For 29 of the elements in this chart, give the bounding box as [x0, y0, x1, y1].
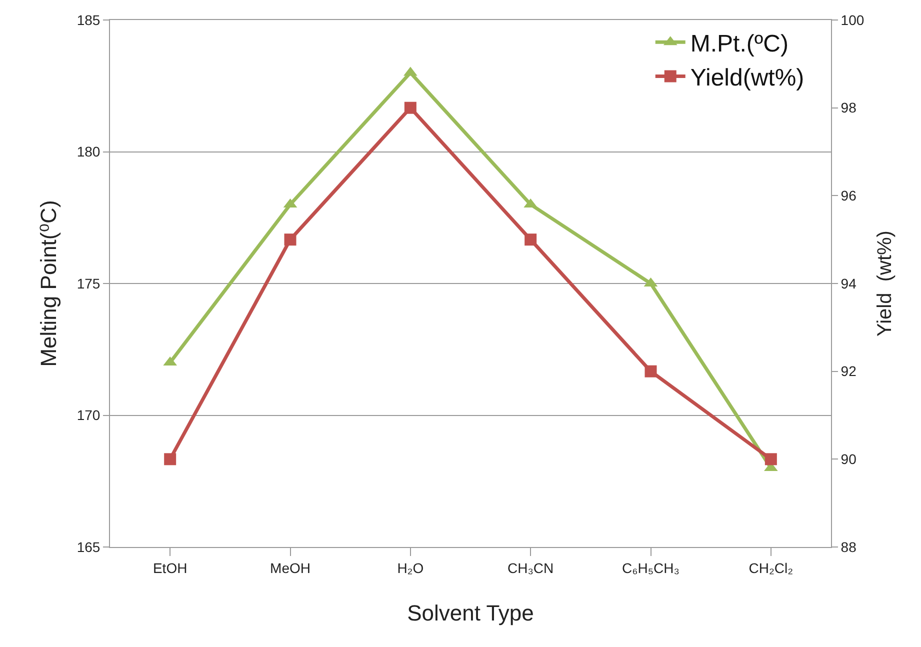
y-tick-label: 180	[76, 144, 100, 160]
y-tick-label: 185	[76, 12, 100, 28]
x-tick-label: CH₃CN	[508, 560, 554, 576]
point	[284, 234, 296, 246]
y-tick-label: 175	[76, 275, 100, 292]
point	[404, 102, 416, 114]
y2-tick-label: 88	[840, 538, 857, 555]
point	[524, 234, 537, 246]
y2-tick-label: 96	[840, 188, 857, 204]
point	[644, 365, 657, 378]
x-tick-label: CH₂Cl₂	[748, 560, 794, 576]
x-tick-label: MeOH	[270, 560, 310, 576]
legend-label: M.Pt.(ºC)	[690, 30, 788, 58]
y2-tick-label: 90	[840, 451, 857, 468]
y-axis-title: Melting Point(⁰C)	[36, 200, 61, 367]
x-axis-title: Solvent Type	[407, 600, 534, 626]
point	[764, 453, 777, 466]
y2-axis-title: Yield (wt%)	[874, 230, 896, 336]
y2-tick-label: 100	[840, 12, 864, 28]
point	[164, 453, 176, 466]
legend-label: Yield(wt%)	[690, 64, 804, 92]
x-tick-label: H₂O	[397, 560, 424, 576]
y2-tick-label: 94	[840, 275, 857, 292]
x-tick-label: C₆H₅CH₃	[622, 560, 680, 576]
y2-tick-label: 92	[840, 363, 857, 380]
y-tick-label: 170	[76, 407, 100, 424]
x-tick-label: EtOH	[152, 560, 188, 576]
y2-tick-label: 98	[840, 100, 857, 116]
y-tick-label: 165	[76, 538, 100, 555]
